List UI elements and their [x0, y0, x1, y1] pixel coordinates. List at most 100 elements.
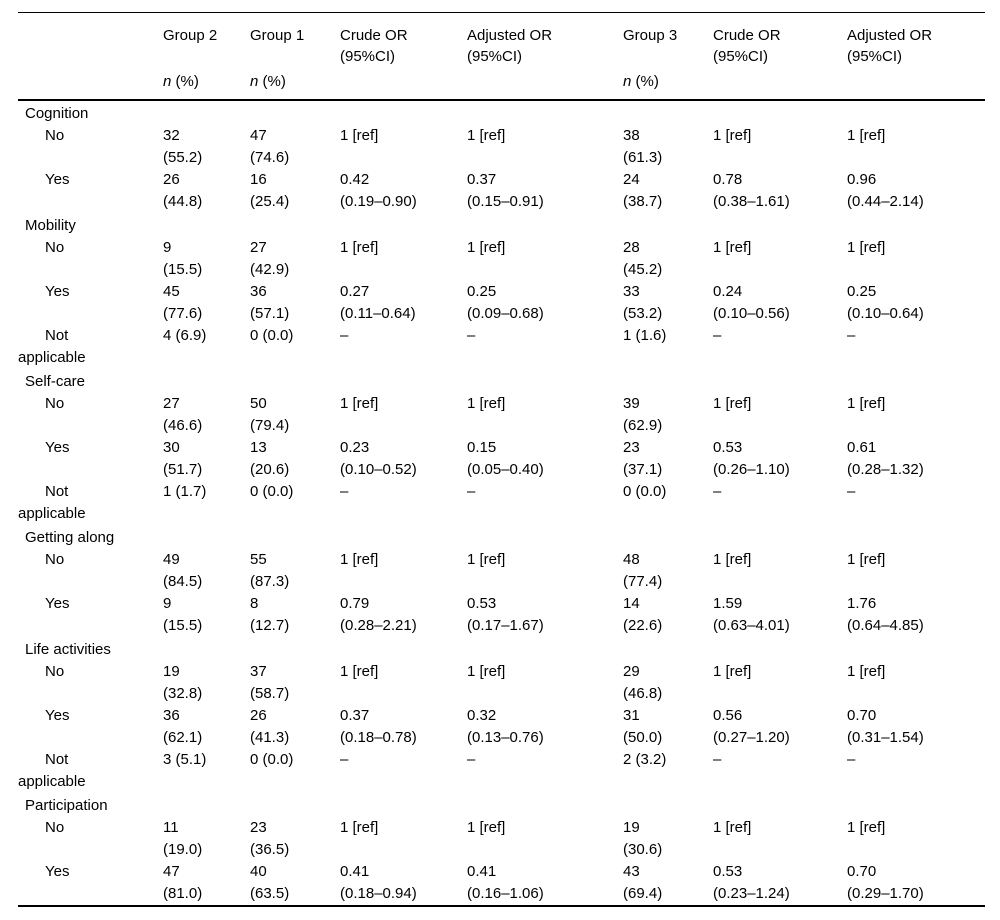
section-row: Mobility: [18, 213, 985, 237]
table-cell: 0.37 (0.18–0.78): [340, 706, 417, 746]
table-cell: 1 [ref]: [713, 394, 752, 412]
row-label-cell: Not applicable: [18, 749, 163, 793]
section-title: Self-care: [25, 372, 86, 390]
row-label: No: [45, 238, 65, 256]
table-cell: –: [467, 750, 476, 768]
table-cell: 55 (87.3): [250, 550, 290, 590]
table-cell: 24 (38.7): [623, 170, 663, 210]
table-cell: 2 (3.2): [623, 750, 667, 768]
table-cell: –: [467, 326, 476, 344]
table-cell: 1 [ref]: [467, 126, 506, 144]
row-label-cell: Not applicable: [18, 325, 163, 369]
table-cell: 1 [ref]: [467, 238, 506, 256]
table-cell: 0.53 (0.26–1.10): [713, 438, 790, 478]
table-row: Yes 45 (77.6) 36 (57.1) 0.27 (0.11–0.64) 0.2…: [18, 281, 985, 325]
table-cell: 1 [ref]: [847, 394, 886, 412]
section-title: Getting along: [25, 528, 115, 546]
table-header: Group 2 n (%) Group 1 n (%) Crude OR (95…: [18, 13, 985, 100]
table-cell: 9 (15.5): [163, 594, 203, 634]
table-cell: 0.25 (0.09–0.68): [467, 282, 544, 322]
table-cell: –: [847, 482, 856, 500]
table-cell: 1 [ref]: [847, 662, 886, 680]
row-label: No: [45, 394, 65, 412]
table-cell: 1 [ref]: [340, 818, 379, 836]
table-cell: 0.41 (0.18–0.94): [340, 862, 417, 902]
table-row: No 32 (55.2) 47 (74.6) 1 [ref] 1 [ref] 38 (61…: [18, 125, 985, 169]
table-cell: 39 (62.9): [623, 394, 663, 434]
row-label-cell: No: [18, 817, 163, 861]
table-cell: 0.15 (0.05–0.40): [467, 438, 544, 478]
column-header-group3: Group 3 n (%): [623, 13, 713, 100]
table-cell: 50 (79.4): [250, 394, 290, 434]
table-cell: –: [340, 326, 349, 344]
table-cell: 30 (51.7): [163, 438, 203, 478]
table-cell: –: [713, 326, 722, 344]
table-cell: 49 (84.5): [163, 550, 203, 590]
section-row: Life activities: [18, 637, 985, 661]
table-cell: 1 [ref]: [467, 818, 506, 836]
table-cell: –: [713, 482, 722, 500]
table-cell: –: [713, 750, 722, 768]
table-cell: 1 [ref]: [847, 818, 886, 836]
table-cell: 0.32 (0.13–0.76): [467, 706, 544, 746]
table-row: Yes 47 (81.0) 40 (63.5) 0.41 (0.18–0.94) 0.4…: [18, 861, 985, 906]
table-cell: 40 (63.5): [250, 862, 290, 902]
column-header-crude-or-2: Crude OR (95%CI): [713, 13, 847, 100]
table-cell: 1 [ref]: [847, 238, 886, 256]
column-header-adjusted-or-2: Adjusted OR (95%CI): [847, 13, 985, 100]
section-title: Participation: [25, 796, 108, 814]
column-header-group1: Group 1 n (%): [250, 13, 340, 100]
table-row: No 11 (19.0) 23 (36.5) 1 [ref] 1 [ref] 19 (30…: [18, 817, 985, 861]
table-cell: 0.70 (0.31–1.54): [847, 706, 924, 746]
column-title: Crude OR (95%CI): [713, 27, 781, 65]
table-row: Yes 36 (62.1) 26 (41.3) 0.37 (0.18–0.78) 0.3…: [18, 705, 985, 749]
row-label: Yes: [45, 170, 70, 188]
odds-ratio-table: Group 2 n (%) Group 1 n (%) Crude OR (95…: [18, 12, 985, 907]
row-label: No: [45, 662, 65, 680]
table-cell: 1 [ref]: [713, 238, 752, 256]
row-label-cell: No: [18, 393, 163, 437]
table-cell: 1 [ref]: [467, 662, 506, 680]
row-label: Yes: [45, 862, 70, 880]
table-cell: 36 (57.1): [250, 282, 290, 322]
table-row: Not applicable 3 (5.1) 0 (0.0) – – 2 (3.2) – –: [18, 749, 985, 793]
table-cell: 1 (1.6): [623, 326, 667, 344]
table-cell: 23 (37.1): [623, 438, 663, 478]
table-row: No 9 (15.5) 27 (42.9) 1 [ref] 1 [ref] 28 (45.…: [18, 237, 985, 281]
table-cell: 1 [ref]: [340, 394, 379, 412]
table-cell: –: [467, 482, 476, 500]
table-cell: 1 [ref]: [713, 662, 752, 680]
column-subtitle: n (%): [250, 73, 286, 90]
table-cell: 29 (46.8): [623, 662, 663, 702]
column-subtitle: n (%): [623, 73, 659, 90]
table-cell: 0.37 (0.15–0.91): [467, 170, 544, 210]
table-cell: 47 (81.0): [163, 862, 203, 902]
table-cell: 31 (50.0): [623, 706, 663, 746]
table-cell: 0.56 (0.27–1.20): [713, 706, 790, 746]
table-row: Not applicable 1 (1.7) 0 (0.0) – – 0 (0.0) – –: [18, 481, 985, 525]
row-label-cell: No: [18, 549, 163, 593]
table-cell: 0.25 (0.10–0.64): [847, 282, 924, 322]
section-row: Cognition: [18, 100, 985, 125]
row-label-cell: Yes: [18, 705, 163, 749]
table-cell: 0 (0.0): [250, 750, 294, 768]
row-label: Not applicable: [18, 326, 86, 366]
table-cell: 19 (32.8): [163, 662, 203, 702]
row-label-column-header: [18, 13, 163, 100]
column-subtitle: n (%): [163, 73, 199, 90]
table-cell: 4 (6.9): [163, 326, 207, 344]
section-title: Cognition: [25, 104, 89, 122]
table-cell: 0.79 (0.28–2.21): [340, 594, 417, 634]
table-cell: 11 (19.0): [163, 818, 203, 858]
table-row: Not applicable 4 (6.9) 0 (0.0) – – 1 (1.6) – –: [18, 325, 985, 369]
table-cell: 1 [ref]: [467, 550, 506, 568]
table-cell: 0.24 (0.10–0.56): [713, 282, 790, 322]
table-row: Yes 9 (15.5) 8 (12.7) 0.79 (0.28–2.21) 0.53 …: [18, 593, 985, 637]
row-label: Yes: [45, 282, 70, 300]
table-row: No 27 (46.6) 50 (79.4) 1 [ref] 1 [ref] 39 (62…: [18, 393, 985, 437]
section-title: Life activities: [25, 640, 111, 658]
row-label: Not applicable: [18, 482, 86, 522]
table-body: Cognition No 32 (55.2) 47 (74.6) 1 [ref] 1 [r…: [18, 100, 985, 906]
table-cell: 0 (0.0): [623, 482, 667, 500]
table-cell: 1 (1.7): [163, 482, 207, 500]
